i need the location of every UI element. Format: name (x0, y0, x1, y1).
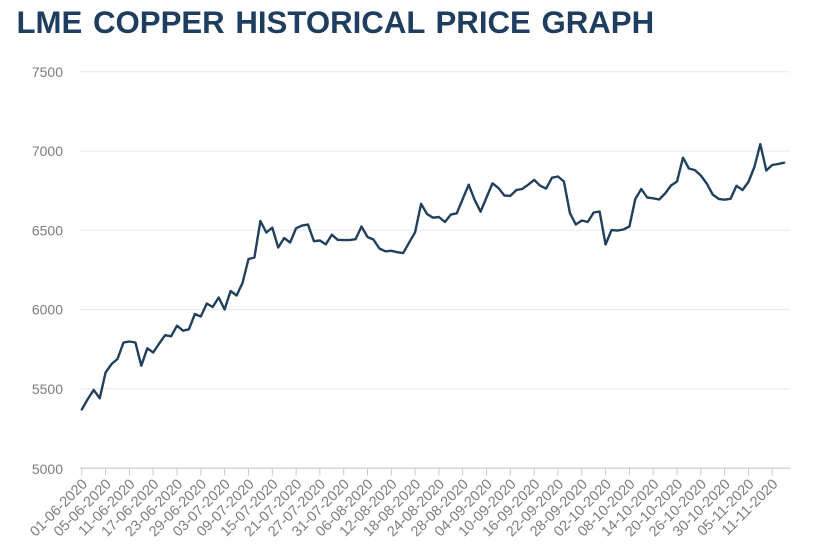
svg-text:6000: 6000 (32, 302, 63, 318)
svg-text:5500: 5500 (32, 381, 63, 397)
svg-text:7000: 7000 (32, 143, 63, 159)
svg-text:5000: 5000 (32, 461, 63, 477)
svg-text:6500: 6500 (32, 222, 63, 238)
svg-text:LME COPPER HISTORICAL PRICE GR: LME COPPER HISTORICAL PRICE GRAPH (17, 5, 655, 40)
svg-text:7500: 7500 (32, 64, 63, 80)
